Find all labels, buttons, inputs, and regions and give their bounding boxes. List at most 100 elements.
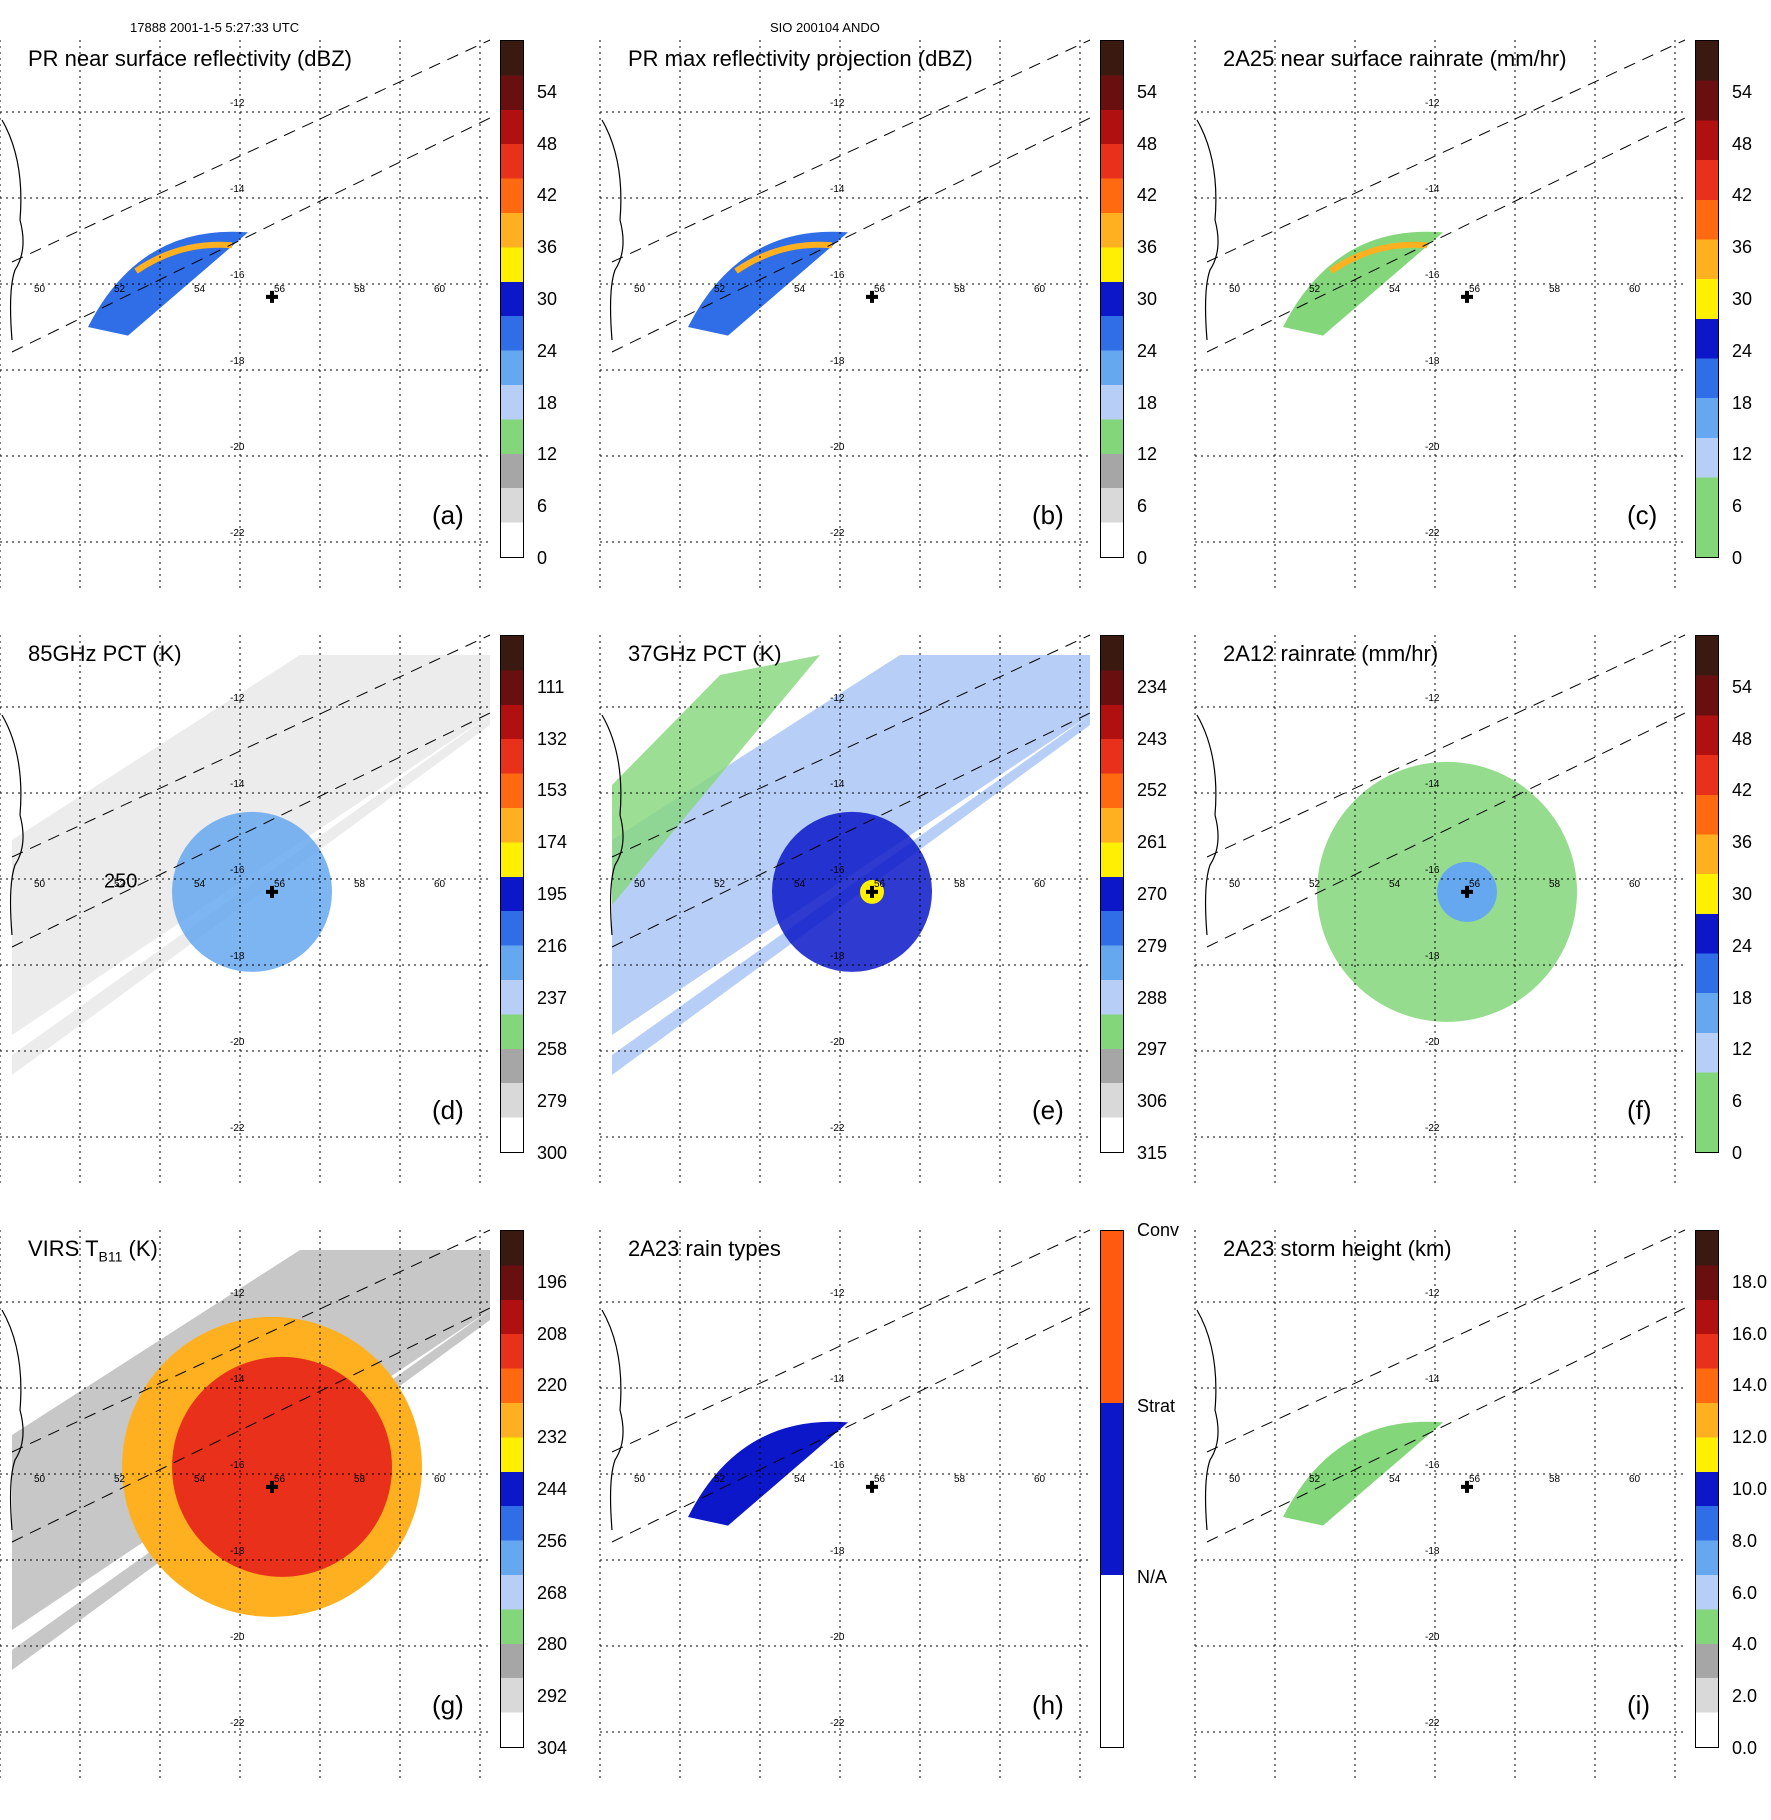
swath-edge-north [611,39,1091,263]
lon-tick-label: 50 [1229,1474,1241,1485]
lat-lon-grid [0,40,490,590]
colorbar-label: 30 [1732,289,1753,309]
colorbar-label: 243 [1137,728,1168,749]
colorbar-label: 24 [1732,935,1753,956]
lat-tick-label: -20 [830,1037,845,1048]
swath-edge-south [611,712,1091,948]
colorbar-label: 12 [1732,1039,1753,1060]
panel-g: VIRS TB11 (K) (g) 50 52 54 56 58 60 -12 -14 -16 -18… [0,1229,567,1820]
lon-tick-label: 52 [114,879,126,890]
lon-tick-label: 58 [1549,1474,1561,1485]
lon-tick-label: 54 [794,1474,806,1485]
lat-tick-label: -12 [830,98,845,109]
lat-lon-grid [1194,1230,1685,1780]
colorbar-label: 24 [537,340,558,361]
colorbar-label: 252 [1137,780,1168,801]
storm-center-cross [1461,290,1473,303]
colorbar [1100,635,1124,1153]
panel-title: PR near surface reflectivity (dBZ) [28,46,352,72]
lon-tick-label: 56 [874,879,886,890]
lon-tick-label: 58 [354,879,366,890]
lon-tick-label: 50 [34,1474,46,1485]
panel-title-text: 37GHz PCT (K) [628,641,782,666]
lat-tick-label: -22 [1425,528,1440,539]
colorbar-label: 0.0 [1732,1738,1758,1758]
lon-tick-label: 58 [354,284,366,295]
swath-edge-north [611,1229,1091,1453]
lat-lon-grid [1194,635,1685,1185]
lat-tick-label: -14 [830,184,845,195]
panel-d: 85GHz PCT (K) (d) 250 50 52 54 56 58 60 -12 -14 -16… [0,634,567,1225]
lat-tick-label: -12 [230,1288,245,1299]
lat-tick-label: -22 [830,528,845,539]
lon-tick-label: 50 [634,879,646,890]
colorbar-label: 48 [1137,133,1158,154]
colorbar [500,40,524,558]
colorbar-label: Strat [1137,1396,1176,1417]
colorbar-label: 304 [537,1738,568,1758]
map-canvas: 250 50 52 54 56 58 60 -12 -14 -16 -18 -20 -22 [0,634,491,1185]
lon-tick-label: 52 [714,1474,726,1485]
panel-title: 2A25 near surface rainrate (mm/hr) [1223,46,1567,72]
lat-tick-label: -18 [1425,356,1440,367]
lon-tick-label: 56 [274,284,286,295]
lon-tick-label: 56 [1469,284,1481,295]
lon-tick-label: 56 [274,1474,286,1485]
lon-tick-label: 60 [434,1474,446,1485]
lon-tick-label: 60 [1034,284,1046,295]
lat-tick-label: -14 [1425,1374,1440,1385]
lat-tick-label: -12 [830,693,845,704]
colorbar-label: 30 [537,289,558,309]
panel-title-text: VIRS T [28,1236,99,1261]
lon-tick-label: 60 [1034,879,1046,890]
colorbar-label: 6 [1137,496,1148,517]
lat-tick-label: -14 [1425,184,1440,195]
coastline [1196,119,1219,341]
panel-title-text: 2A23 rain types [628,1236,781,1261]
panel-label: (g) [432,1690,464,1720]
colorbar-label: 54 [1732,81,1753,102]
lat-lon-grid [599,635,1090,1185]
storm-center-cross [866,885,878,898]
panel-title: 37GHz PCT (K) [628,641,782,667]
colorbar-label: 54 [537,81,558,102]
lon-tick-label: 52 [1309,284,1321,295]
lat-tick-label: -18 [1425,1546,1440,1557]
storm-header: SIO 200104 ANDO [770,20,880,35]
swath-edge-north [11,39,491,263]
lon-tick-label: 54 [1389,879,1401,890]
lat-tick-label: -18 [830,951,845,962]
map-canvas: 50 52 54 56 58 60 -12 -14 -16 -18 -20 -22 [599,634,1091,1185]
panel-title-subscript: B11 [98,1248,123,1265]
colorbar-label: 280 [537,1634,568,1655]
lat-tick-label: -16 [230,270,245,281]
colorbar-label: 54 [1732,676,1753,697]
lat-tick-label: -22 [230,1123,245,1134]
colorbar-label: 18 [1732,987,1753,1008]
lat-tick-label: -22 [230,528,245,539]
storm-disc [172,811,332,972]
colorbar-label: 6.0 [1732,1582,1758,1603]
lat-tick-label: -22 [230,1718,245,1729]
lon-tick-label: 54 [1389,1474,1401,1485]
lat-lon-grid [0,635,490,1185]
lat-tick-label: -20 [230,442,245,453]
swath-edge-south [11,117,491,353]
colorbar-label: 258 [537,1039,568,1060]
panel-title: 2A12 rainrate (mm/hr) [1223,641,1438,667]
colorbar [1100,40,1124,558]
colorbar-label: 6 [1732,496,1743,517]
panel-label: (c) [1627,500,1658,530]
swath-edge-north [611,634,1091,858]
panel-b: PR max reflectivity projection (dBZ) (b) 5… [599,39,1160,630]
colorbar-label: 244 [537,1479,568,1499]
lat-tick-label: -12 [230,98,245,109]
lon-tick-label: 56 [874,284,886,295]
colorbar-label: 12 [1732,444,1753,465]
colorbar-label: 153 [537,780,568,801]
colorbar-label: 42 [537,185,558,206]
lat-tick-label: -16 [230,1460,245,1471]
panel-label: (b) [1032,500,1064,530]
lon-tick-label: 52 [1309,1474,1321,1485]
swath-edge-south [611,1307,1091,1543]
